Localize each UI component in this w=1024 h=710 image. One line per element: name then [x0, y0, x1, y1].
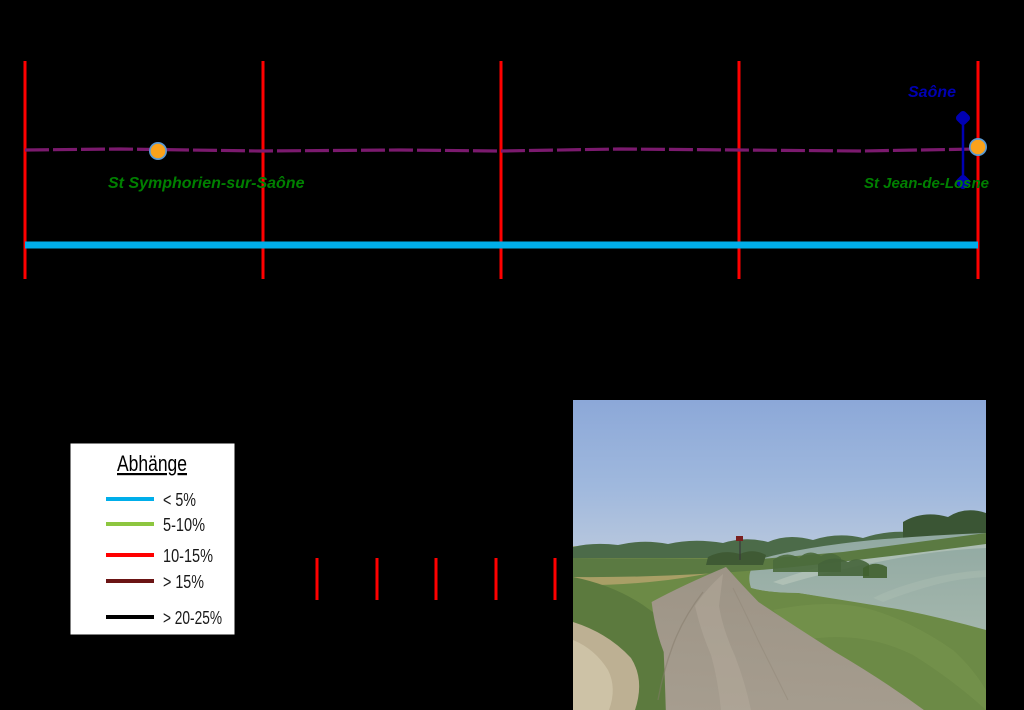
- svg-text:10-15%: 10-15%: [163, 546, 213, 566]
- svg-text:Saône: Saône: [908, 84, 956, 101]
- svg-text:< 5%: < 5%: [163, 490, 196, 510]
- svg-text:St Symphorien-sur-Saône: St Symphorien-sur-Saône: [108, 175, 305, 192]
- svg-text:Abhänge: Abhänge: [117, 451, 187, 476]
- svg-text:> 15%: > 15%: [163, 572, 204, 592]
- svg-text:St Jean-de-Losne: St Jean-de-Losne: [864, 175, 989, 192]
- svg-text:> 20-25%: > 20-25%: [163, 608, 222, 628]
- svg-text:5-10%: 5-10%: [163, 515, 205, 535]
